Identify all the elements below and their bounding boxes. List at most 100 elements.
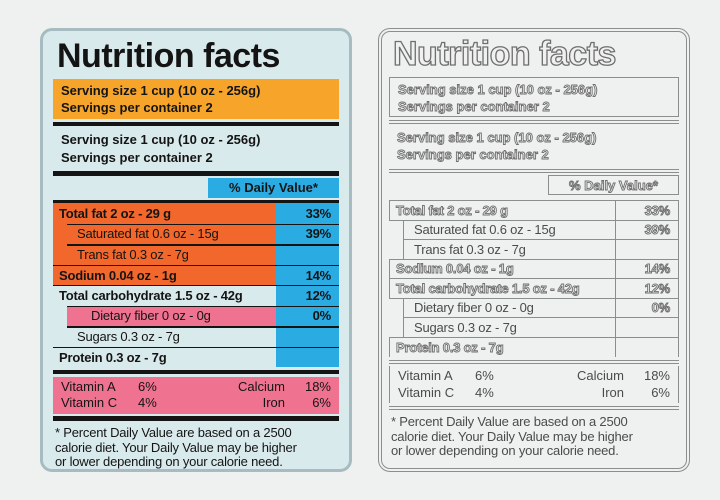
divider-bar: [53, 121, 339, 126]
footnote-line: or lower depending on your calorie need.: [55, 454, 283, 470]
nutrient-value: [276, 244, 339, 265]
nutrient-name: Sugars 0.3 oz - 7g: [77, 328, 180, 344]
nutrient-name: Saturated fat 0.6 oz - 15g: [414, 222, 556, 238]
footnote-line: * Percent Daily Value are based on a 250…: [55, 425, 292, 440]
nutrient-name: Trans fat 0.3 oz - 7g: [414, 241, 526, 257]
divider-bar: [389, 359, 679, 364]
nutrient-table: Total fat 2 oz - 29 g 33% Saturated fat …: [389, 200, 679, 357]
nutrient-value: 14%: [276, 265, 339, 285]
nutrient-value: 0%: [615, 298, 678, 317]
divider-bar: [53, 171, 339, 176]
serving-size-repeat: Serving size 1 cup (10 oz - 256g) Servin…: [53, 129, 339, 169]
daily-value-header: % Daily Value*: [208, 178, 339, 198]
label-title: Nutrition facts: [392, 34, 617, 73]
daily-value-header-row: % Daily Value*: [389, 175, 679, 195]
footnote: * Percent Daily Value are based on a 250…: [53, 423, 339, 470]
vitamin-value: 4%: [475, 384, 494, 400]
nutrient-name: Sugars 0.3 oz - 7g: [414, 319, 517, 335]
vitamin-value: 18%: [643, 368, 670, 383]
divider-bar: [53, 369, 339, 374]
nutrient-name: Dietary fiber 0 oz - 0g: [414, 300, 534, 316]
vitamin-value: 4%: [138, 395, 157, 410]
vitamin-name: Iron: [262, 395, 285, 410]
servings-per-container-line: Servings per container 2: [398, 99, 551, 115]
nutrient-value: 33%: [276, 203, 339, 224]
divider-bar: [53, 416, 339, 421]
spacer: [515, 385, 602, 402]
divider-bar: [53, 200, 339, 203]
table-row-total-carbohydrate: Total carbohydrate 1.5 oz - 42g 12%: [389, 278, 679, 299]
table-row-total-carbohydrate: Total carbohydrate 1.5 oz - 42g 12%: [53, 285, 339, 306]
nutrient-value: 12%: [615, 279, 678, 298]
nutrition-label-color: Nutrition facts Serving size 1 cup (10 o…: [40, 28, 352, 472]
nutrient-value: 39%: [276, 223, 339, 244]
table-row-saturated-fat: Saturated fat 0.6 oz - 15g 39%: [403, 219, 679, 240]
divider-bar: [389, 168, 679, 173]
vitamin-value: 18%: [304, 378, 331, 394]
nutrient-name: Total carbohydrate 1.5 oz - 42g: [396, 280, 581, 296]
table-row-sugars: Sugars 0.3 oz - 7g: [53, 326, 339, 347]
vitamin-value: 6%: [475, 368, 494, 383]
vitamin-name: Iron: [601, 384, 624, 400]
vitamin-name: Calcium: [238, 378, 285, 394]
vitamin-name: Calcium: [577, 368, 624, 383]
footnote-line: calorie diet. Your Daily Value may be hi…: [391, 428, 633, 444]
serving-size-repeat: Serving size 1 cup (10 oz - 256g) Servin…: [389, 126, 679, 166]
nutrient-name: Dietary fiber 0 oz - 0g: [67, 305, 276, 326]
vitamin-name: Vitamin A: [61, 378, 116, 394]
nutrient-name: Total fat 2 oz - 29 g: [396, 202, 509, 218]
vitamin-name: Vitamin C: [398, 384, 455, 400]
daily-value-header-row: % Daily Value*: [53, 178, 339, 198]
servings-per-container-line: Servings per container 2: [61, 100, 213, 115]
nutrient-value: [615, 337, 678, 357]
vitamin-value: 6%: [651, 384, 670, 400]
footnote-line: calorie diet. Your Daily Value may be hi…: [55, 439, 297, 455]
vitamin-value: 6%: [138, 378, 157, 394]
footnote: * Percent Daily Value are based on a 250…: [389, 412, 679, 459]
table-row-dietary-fiber: Dietary fiber 0 oz - 0g 0%: [403, 297, 679, 318]
nutrient-table: Total fat 2 oz - 29 g 33% Saturated fat …: [53, 203, 339, 367]
spacer: [178, 395, 263, 412]
serving-size-line: Serving size 1 cup (10 oz - 256g): [61, 132, 261, 147]
table-row-trans-fat: Trans fat 0.3 oz - 7g: [403, 239, 679, 260]
nutrient-value: 0%: [276, 305, 339, 326]
nutrient-value: [276, 347, 339, 367]
table-row-sodium: Sodium 0.04 oz - 1g 14%: [389, 258, 679, 279]
label-title: Nutrition facts: [57, 37, 280, 75]
nutrient-name: Protein 0.3 oz - 7g: [59, 349, 167, 365]
spacer: [178, 379, 238, 396]
serving-size-line: Serving size 1 cup (10 oz - 256g): [397, 129, 597, 145]
nutrition-label-outline: Nutrition facts Serving size 1 cup (10 o…: [378, 28, 690, 472]
table-row-dietary-fiber: Dietary fiber 0 oz - 0g 0%: [53, 305, 339, 326]
nutrient-name: Total fat 2 oz - 29 g: [59, 205, 171, 221]
vitamin-line: Vitamin A 6% Calcium 18%: [398, 368, 670, 385]
vitamins-section: Vitamin A 6% Calcium 18% Vitamin C 4% Ir…: [53, 376, 339, 414]
nutrient-name: Sodium 0.04 oz - 1g: [59, 267, 177, 283]
table-row-total-fat: Total fat 2 oz - 29 g 33%: [53, 203, 339, 224]
table-row-trans-fat: Trans fat 0.3 oz - 7g: [53, 244, 339, 265]
nutrient-value: 14%: [615, 259, 678, 278]
footnote-line: or lower depending on your calorie need.: [391, 443, 619, 459]
table-row-sodium: Sodium 0.04 oz - 1g 14%: [53, 264, 339, 285]
vitamin-line: Vitamin C 4% Iron 6%: [398, 385, 670, 402]
daily-value-header: % Daily Value*: [548, 175, 679, 195]
vitamin-line: Vitamin C 4% Iron 6%: [61, 395, 331, 412]
table-row-protein: Protein 0.3 oz - 7g: [53, 346, 339, 367]
table-row-total-fat: Total fat 2 oz - 29 g 33%: [389, 200, 679, 221]
spacer: [515, 368, 577, 385]
nutrient-name: Trans fat 0.3 oz - 7g: [77, 246, 189, 262]
vitamin-line: Vitamin A 6% Calcium 18%: [61, 379, 331, 396]
serving-size-box: Serving size 1 cup (10 oz - 256g) Servin…: [53, 79, 339, 119]
serving-size-box: Serving size 1 cup (10 oz - 256g) Servin…: [389, 77, 679, 117]
divider-bar: [389, 119, 679, 124]
servings-per-container-line: Servings per container 2: [61, 149, 213, 165]
nutrient-name: Saturated fat 0.6 oz - 15g: [77, 226, 219, 242]
servings-per-container-line: Servings per container 2: [397, 147, 550, 163]
vitamin-name: Vitamin A: [398, 368, 453, 383]
table-row-protein: Protein 0.3 oz - 7g: [389, 336, 679, 357]
table-row-sugars: Sugars 0.3 oz - 7g: [403, 317, 679, 338]
serving-size-line: Serving size 1 cup (10 oz - 256g): [398, 81, 598, 97]
nutrient-name: Sodium 0.04 oz - 1g: [396, 261, 515, 277]
nutrient-name: Protein 0.3 oz - 7g: [396, 339, 505, 355]
vitamins-section: Vitamin A 6% Calcium 18% Vitamin C 4% Ir…: [389, 366, 679, 403]
